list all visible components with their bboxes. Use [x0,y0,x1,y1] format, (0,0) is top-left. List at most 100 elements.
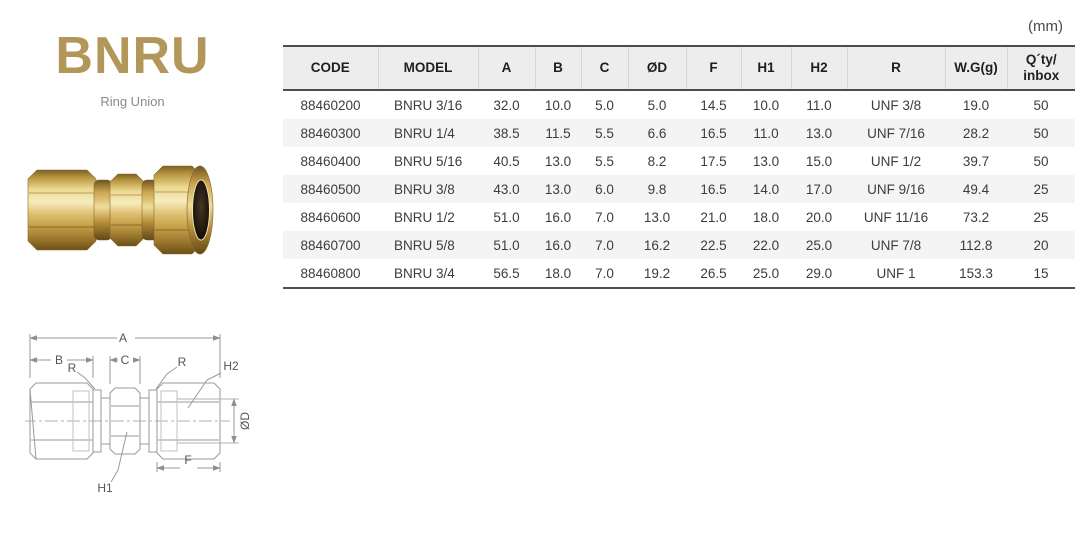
value-cell: 15 [1007,259,1075,289]
value-cell: 25.0 [805,237,833,253]
dim-label-a: A [119,331,127,345]
code-cell: 88460300 [300,125,361,141]
table-row: 88460200 BNRU 3/16 32.0 10.0 5.0 5.0 14.5 10.0 1… [283,90,1075,119]
value-cell: 20 [1033,237,1049,253]
value-cell: 7.0 [595,209,614,225]
table-header-row: CODE MODEL A B C ØD F H1 H2 R W.G(g) Q´ty/ inbox [283,45,1075,91]
value-cell: 49.4 [962,181,990,197]
table-row: 88460800 BNRU 3/4 56.5 18.0 7.0 19.2 26.5 25.0 2… [283,259,1075,289]
value-cell: 22.0 [752,237,780,253]
column-header: MODEL [377,45,478,91]
dim-label-b: B [55,353,63,367]
column-header: W.G(g) [944,45,1007,91]
model-cell: BNRU 1/2 [394,209,455,225]
value-cell: 11.0 [753,125,779,141]
value-cell: 50 [1033,97,1049,113]
code-cell: 88460700 [300,237,361,253]
value-cell: UNF 1 [847,259,945,289]
value-cell: 21.0 [700,209,727,225]
value-cell: 8.2 [647,153,667,169]
dim-label-r-right: R [178,355,187,369]
table-row: 88460400 BNRU 5/16 40.5 13.0 5.5 8.2 17.5 13.0 1… [283,147,1075,175]
dim-label-h2: H2 [223,359,239,373]
value-cell: 13.0 [544,181,572,197]
brass-fitting-image [27,165,214,255]
spec-table: CODE MODEL A B C ØD F H1 H2 R W.G(g) Q´ty/ inbox 88… [283,45,1075,289]
value-cell: 51.0 [493,209,520,225]
column-header: Q´ty/ inbox [1006,45,1075,91]
value-cell: 14.5 [700,97,727,113]
value-cell: 50 [1033,153,1049,169]
product-photo [22,148,217,273]
column-header: B [534,45,581,91]
value-cell: 16.5 [700,181,727,197]
value-cell: UNF 7/16 [867,125,925,141]
value-cell: 15.0 [805,153,833,169]
dim-label-c: C [121,353,130,367]
code-cell: 88460400 [300,153,361,169]
value-cell: 50 [1033,125,1049,141]
value-cell: UNF 3/8 [870,97,922,113]
value-cell: 5.5 [595,153,614,169]
model-cell: BNRU 5/16 [394,153,463,169]
value-cell: 38.5 [493,125,520,141]
dimension-drawing: A B C R R H2 H1 F ØD [23,331,252,495]
value-cell: 14.0 [752,181,780,197]
value-cell: 73.2 [962,209,990,225]
value-cell: 16.5 [700,125,727,141]
table-row: 88460600 BNRU 1/2 51.0 16.0 7.0 13.0 21.0 18.0 2… [283,203,1075,231]
value-cell: 25 [1033,181,1049,197]
technical-drawing: A B C R R H2 H1 F ØD [23,320,260,510]
value-cell: 6.6 [647,125,667,141]
value-cell: 56.5 [478,259,535,289]
value-cell: 43.0 [493,181,520,197]
dim-label-r-left: R [68,361,77,375]
value-cell: 6.0 [595,181,614,197]
value-cell: 11.0 [806,97,832,113]
column-header: F [685,45,741,91]
value-cell: 20.0 [805,209,833,225]
value-cell: 5.5 [595,125,614,141]
column-header: ØD [627,45,686,91]
value-cell: 18.0 [752,209,780,225]
value-cell: 51.0 [493,237,520,253]
table-row: 88460500 BNRU 3/8 43.0 13.0 6.0 9.8 16.5 14.0 17… [283,175,1075,203]
value-cell: 40.5 [493,153,520,169]
value-cell: 11.5 [545,125,571,141]
dim-label-od: ØD [238,412,252,430]
value-cell: 17.0 [805,181,833,197]
value-cell: 10.0 [752,97,780,113]
value-cell: 26.5 [686,259,741,289]
value-cell: 13.0 [752,153,780,169]
value-cell: 7.0 [595,237,614,253]
value-cell: 13.0 [544,153,572,169]
code-cell: 88460500 [300,181,361,197]
model-cell: BNRU 5/8 [394,237,455,253]
value-cell: 25.0 [741,259,791,289]
table-row: 88460300 BNRU 1/4 38.5 11.5 5.5 6.6 16.5 11.0 13… [283,119,1075,147]
code-cell: 88460600 [300,209,361,225]
column-header: A [477,45,535,91]
value-cell: UNF 1/2 [870,153,922,169]
value-cell: 7.0 [581,259,628,289]
page-title: BNRU [55,27,210,85]
value-cell: UNF 11/16 [863,209,929,225]
value-cell: 9.8 [647,181,667,197]
value-cell: 28.2 [962,125,990,141]
value-cell: 17.5 [700,153,727,169]
column-header: R [846,45,945,91]
value-cell: 22.5 [700,237,727,253]
column-header: H2 [790,45,847,91]
value-cell: 16.0 [544,209,572,225]
value-cell: 25 [1033,209,1049,225]
value-cell: 16.0 [544,237,572,253]
value-cell: 5.0 [595,97,614,113]
value-cell: 18.0 [535,259,581,289]
code-cell: 88460200 [300,97,361,113]
value-cell: 13.0 [643,209,671,225]
page-subtitle: Ring Union [100,94,165,109]
model-cell: BNRU 1/4 [394,125,455,141]
value-cell: 5.0 [647,97,667,113]
value-cell: 39.7 [962,153,990,169]
column-header: C [580,45,628,91]
